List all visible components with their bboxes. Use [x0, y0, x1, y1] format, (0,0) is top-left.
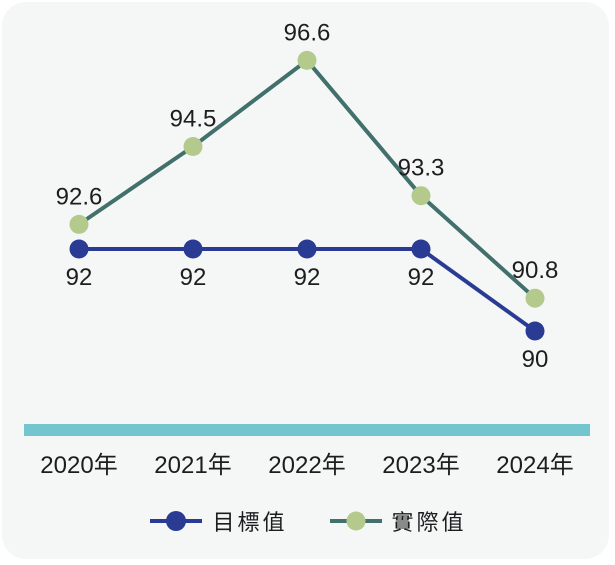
legend-item-target: 目標值 [148, 505, 287, 537]
data-point [411, 186, 431, 206]
x-axis-label: 2020年 [40, 452, 117, 479]
legend-label-target: 目標值 [212, 510, 288, 535]
data-label: 96.6 [284, 19, 331, 46]
data-point [69, 239, 89, 259]
x-axis-label: 2023年 [382, 452, 459, 479]
x-axis-bar [24, 424, 590, 436]
data-point [183, 137, 203, 156]
data-point [183, 239, 203, 259]
x-axis-label: 2022年 [268, 452, 345, 479]
legend-label-actual: 實際值 [391, 510, 467, 535]
series-line [77, 57, 537, 300]
data-point [525, 321, 545, 341]
data-point [297, 239, 317, 259]
data-label: 90 [522, 346, 549, 373]
data-point [297, 50, 317, 70]
data-label: 92.6 [56, 183, 103, 210]
data-label: 93.3 [398, 155, 445, 182]
data-point [525, 288, 545, 308]
data-label: 92 [66, 264, 93, 291]
legend-marker-actual-icon [329, 511, 382, 531]
x-axis-label: 2024年 [496, 452, 573, 479]
data-point [411, 239, 431, 259]
x-axis-label: 2021年 [154, 452, 231, 479]
data-label: 92 [408, 264, 435, 291]
data-label: 92 [180, 264, 207, 291]
data-label: 90.8 [512, 257, 559, 284]
legend-marker-target-icon [150, 511, 203, 531]
data-label: 94.5 [170, 106, 217, 133]
data-point [69, 214, 89, 234]
legend-item-actual: 實際值 [328, 505, 467, 537]
chart-card [2, 2, 609, 559]
data-label: 92 [294, 264, 321, 291]
chart-legend: 目標值 實際值 [0, 505, 615, 537]
